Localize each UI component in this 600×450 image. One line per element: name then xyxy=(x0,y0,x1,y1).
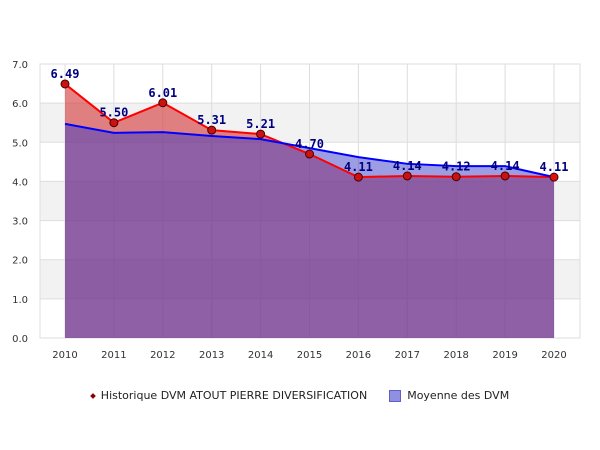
diamond-marker-icon xyxy=(89,392,96,399)
y-tick-label: 0.0 xyxy=(12,334,28,345)
data-point xyxy=(500,171,510,181)
data-label: 5.50 xyxy=(99,106,128,120)
legend-item-historique[interactable]: Historique DVM ATOUT PIERRE DIVERSIFICAT… xyxy=(89,389,368,402)
data-label: 4.70 xyxy=(295,137,324,151)
data-point xyxy=(402,171,412,181)
series-area-moyenne xyxy=(65,123,554,338)
data-point xyxy=(451,172,461,182)
x-tick-label: 2012 xyxy=(150,350,175,361)
x-tick-label: 2017 xyxy=(395,350,420,361)
x-tick-label: 2015 xyxy=(297,350,322,361)
x-tick-label: 2014 xyxy=(248,350,273,361)
legend-item-moyenne[interactable]: Moyenne des DVM xyxy=(389,389,509,402)
x-tick-label: 2020 xyxy=(541,350,566,361)
y-tick-label: 3.0 xyxy=(12,217,28,228)
x-tick-label: 2010 xyxy=(52,350,77,361)
data-label: 4.11 xyxy=(540,160,569,174)
data-label: 6.01 xyxy=(148,86,177,100)
y-tick-label: 1.0 xyxy=(12,295,28,306)
data-label: 5.31 xyxy=(197,113,226,127)
data-point xyxy=(109,118,119,128)
y-tick-label: 6.0 xyxy=(12,99,28,110)
data-point xyxy=(158,98,168,108)
x-tick-label: 2013 xyxy=(199,350,224,361)
chart: 0.0 1.0 2.0 3.0 4.0 5.0 6.0 7.0 2010 2011 2012 2013… xyxy=(12,60,581,361)
data-label: 5.21 xyxy=(246,117,275,131)
x-tick-label: 2018 xyxy=(443,350,468,361)
data-point xyxy=(549,172,559,182)
data-point xyxy=(207,125,217,135)
x-tick-label: 2011 xyxy=(101,350,126,361)
data-point xyxy=(256,129,266,139)
y-tick-label: 2.0 xyxy=(12,256,28,267)
data-label: 6.49 xyxy=(51,67,80,81)
y-tick-label: 5.0 xyxy=(12,138,28,149)
data-label: 4.11 xyxy=(344,160,373,174)
data-point xyxy=(353,172,363,182)
data-label: 4.12 xyxy=(442,160,471,174)
data-label: 4.14 xyxy=(393,159,422,173)
x-tick-label: 2016 xyxy=(346,350,371,361)
data-point xyxy=(305,149,314,159)
x-tick-label: 2019 xyxy=(492,350,517,361)
y-tick-label: 7.0 xyxy=(12,60,28,71)
legend-label: Moyenne des DVM xyxy=(407,389,510,402)
series-line-moyenne xyxy=(64,122,555,179)
data-label: 4.14 xyxy=(491,159,520,173)
legend-label: Historique DVM ATOUT PIERRE DIVERSIFICAT… xyxy=(100,389,368,402)
data-point xyxy=(60,79,70,89)
y-tick-label: 4.0 xyxy=(12,177,28,188)
legend-swatch-icon xyxy=(389,389,402,402)
legend: Historique DVM ATOUT PIERRE DIVERSIFICAT… xyxy=(0,389,600,402)
